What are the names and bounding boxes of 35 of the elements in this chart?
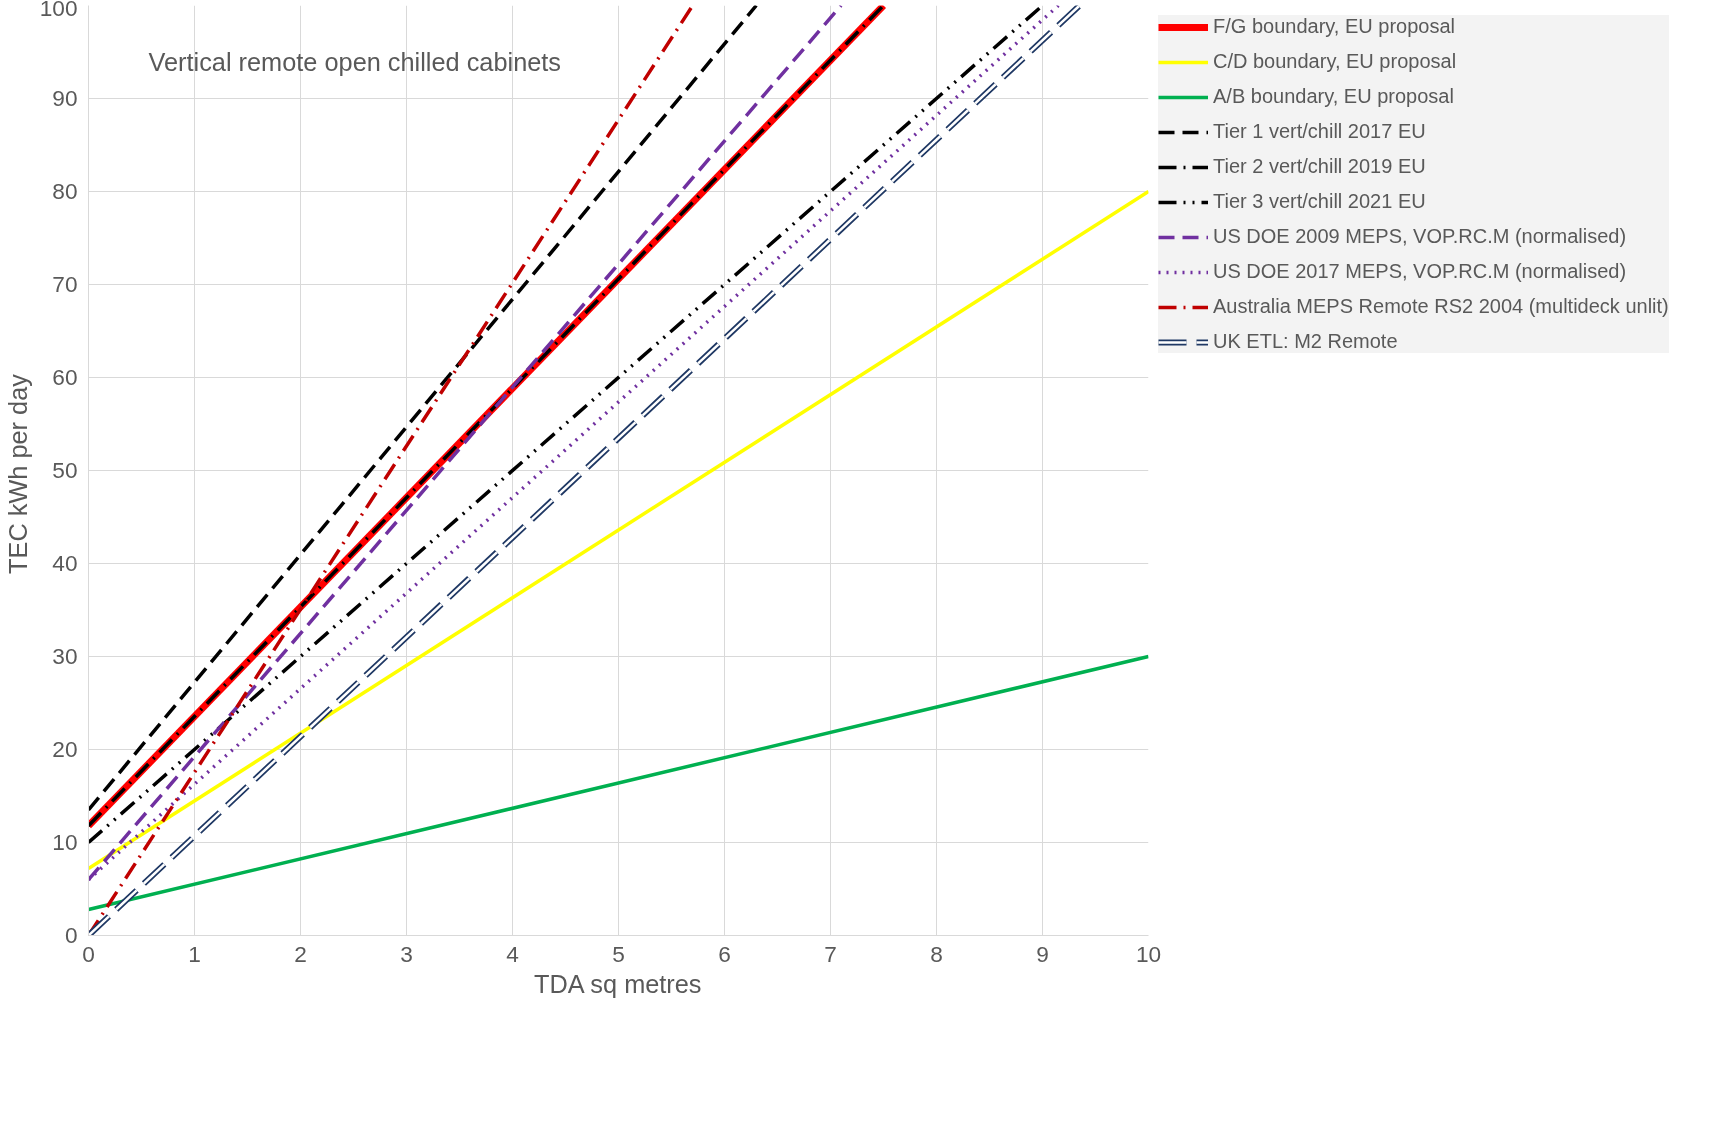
x-tick-label: 1 xyxy=(188,940,201,967)
y-tick-label: 100 xyxy=(39,0,78,21)
x-tick-label: 6 xyxy=(718,940,731,967)
y-tick-label: 20 xyxy=(52,736,78,762)
legend-label: Tier 3 vert/chill 2021 EU xyxy=(1213,190,1426,213)
x-tick-label: 3 xyxy=(400,940,413,967)
y-axis-title: TEC kWh per day xyxy=(3,373,32,574)
x-tick-label: 7 xyxy=(824,940,837,967)
legend-label: C/D boundary, EU proposal xyxy=(1213,50,1457,73)
legend-label: UK ETL: M2 Remote xyxy=(1213,330,1398,353)
x-tick-label: 4 xyxy=(506,940,519,967)
y-tick-label: 80 xyxy=(52,178,78,204)
legend-label: US DOE 2009 MEPS, VOP.RC.M (normalised) xyxy=(1213,225,1627,248)
y-tick-label: 60 xyxy=(52,364,78,390)
legend-label: Tier 2 vert/chill 2019 EU xyxy=(1213,155,1426,178)
legend-label: Australia MEPS Remote RS2 2004 (multideck unlit) xyxy=(1213,295,1669,318)
x-tick-label: 9 xyxy=(1036,940,1049,967)
y-tick-label: 50 xyxy=(52,457,78,483)
legend-label: A/B boundary, EU proposal xyxy=(1213,85,1454,108)
text: Vertical remote open chilled cabinets xyxy=(148,47,562,76)
x-tick-label: 2 xyxy=(294,940,307,967)
y-tick-label: 40 xyxy=(52,550,78,576)
x-tick-label: 10 xyxy=(1135,940,1162,967)
y-tick-label: 0 xyxy=(64,922,78,948)
x-tick-label: 0 xyxy=(82,940,95,967)
legend-label: Tier 1 vert/chill 2017 EU xyxy=(1213,120,1426,143)
legend-label: US DOE 2017 MEPS, VOP.RC.M (normalised) xyxy=(1213,260,1627,283)
y-tick-label: 90 xyxy=(52,85,78,111)
legend-label: F/G boundary, EU proposal xyxy=(1213,15,1455,38)
y-tick-label: 30 xyxy=(52,643,78,669)
x-tick-label: 5 xyxy=(612,940,625,967)
x-tick-label: 8 xyxy=(930,940,943,967)
x-axis-title: TDA sq metres xyxy=(534,969,702,998)
y-tick-label: 10 xyxy=(52,829,78,855)
y-tick-label: 70 xyxy=(52,271,78,297)
